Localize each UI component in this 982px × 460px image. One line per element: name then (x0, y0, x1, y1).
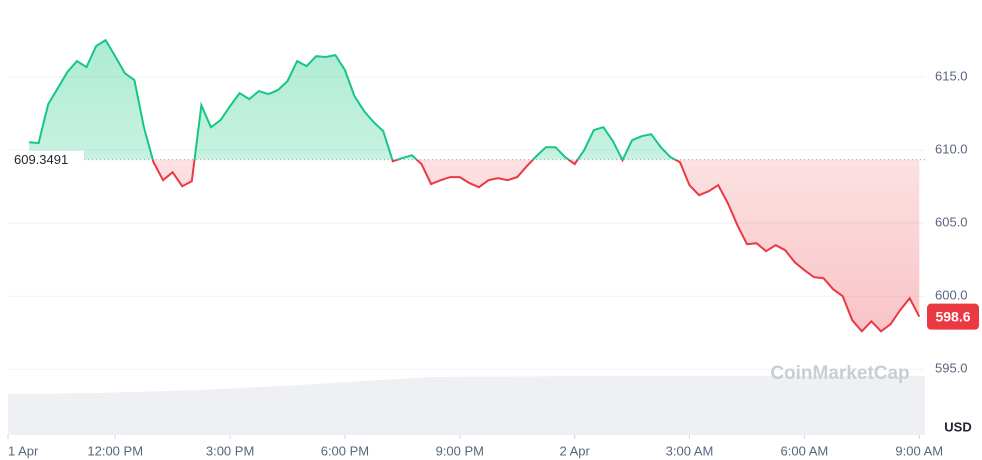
price-line-down (151, 159, 921, 333)
last-price-badge (927, 303, 979, 330)
y-tick-label: 600.0 (935, 288, 968, 303)
x-tick-label: 3:00 PM (206, 443, 254, 458)
x-tick-label: 3:00 AM (666, 443, 714, 458)
area-above (29, 40, 920, 160)
x-tick-label: 1 Apr (8, 443, 39, 458)
volume-area (8, 376, 925, 435)
y-tick-label: 610.0 (935, 142, 968, 157)
x-tick-label: 9:00 AM (895, 443, 943, 458)
grid (7, 76, 925, 439)
x-tick-label: 9:00 PM (436, 443, 484, 458)
x-tick-label: 6:00 AM (781, 443, 829, 458)
watermark: CoinMarketCap (770, 363, 909, 384)
baseline-label-bg (8, 150, 84, 169)
y-tick-label: 615.0 (935, 68, 968, 83)
unit-label: USD (944, 419, 971, 434)
y-tick-label: 605.0 (935, 215, 968, 230)
last-price-label: 598.6 (935, 308, 970, 324)
x-tick-label: 12:00 PM (87, 443, 143, 458)
plot (8, 38, 925, 333)
baseline-label: 609.3491 (14, 152, 68, 167)
x-tick-label: 6:00 PM (321, 443, 369, 458)
x-tick-label: 2 Apr (559, 443, 590, 458)
y-tick-label: 595.0 (935, 361, 968, 376)
